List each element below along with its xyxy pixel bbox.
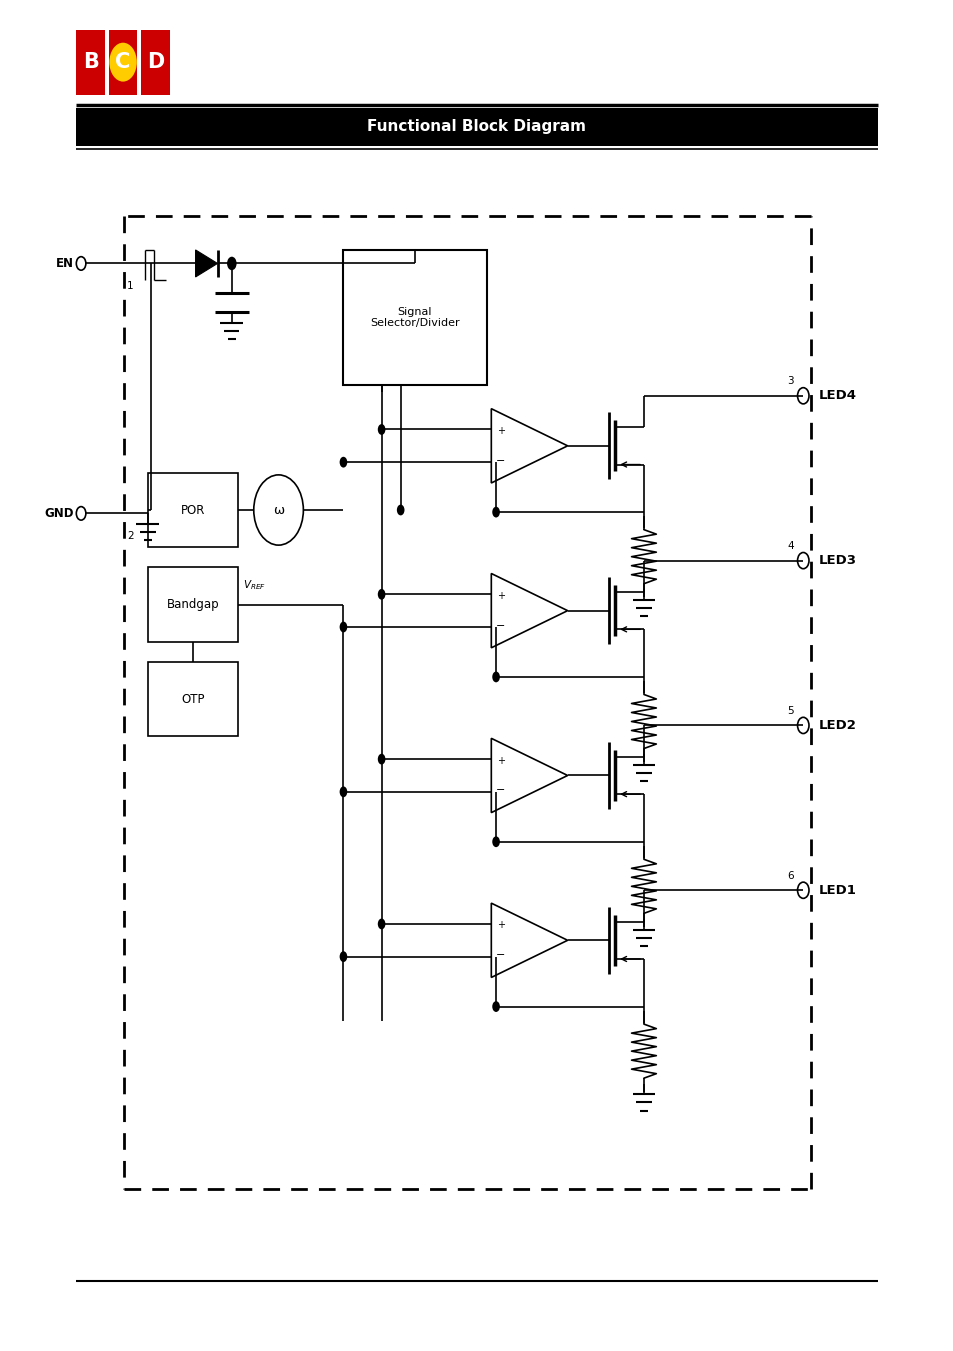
Text: POR: POR (181, 504, 205, 516)
Text: LED1: LED1 (818, 884, 856, 897)
Circle shape (339, 621, 347, 632)
Circle shape (377, 424, 385, 435)
Text: +: + (497, 590, 504, 601)
Text: +: + (497, 755, 504, 766)
Text: C: C (115, 53, 131, 72)
Text: Bandgap: Bandgap (167, 598, 219, 611)
Bar (141, 30, 170, 95)
Circle shape (377, 589, 385, 600)
Text: −: − (496, 950, 505, 961)
Circle shape (377, 754, 385, 765)
Polygon shape (491, 573, 567, 647)
Circle shape (253, 476, 303, 546)
Circle shape (492, 507, 499, 517)
Bar (148, 662, 238, 736)
Text: LED2: LED2 (818, 719, 856, 732)
Circle shape (377, 919, 385, 929)
Circle shape (76, 257, 86, 270)
Circle shape (76, 507, 86, 520)
Bar (148, 473, 238, 547)
Text: 3: 3 (786, 377, 793, 386)
Circle shape (492, 1001, 499, 1012)
Bar (76, 108, 877, 146)
Polygon shape (195, 250, 217, 277)
Bar (109, 30, 137, 95)
Text: +: + (497, 920, 504, 931)
Polygon shape (491, 902, 567, 978)
Circle shape (797, 553, 808, 569)
Circle shape (797, 388, 808, 404)
Text: −: − (496, 620, 505, 631)
Circle shape (227, 257, 236, 270)
Text: 1: 1 (127, 281, 133, 290)
Text: 4: 4 (786, 542, 793, 551)
Text: B: B (83, 53, 98, 72)
Text: Functional Block Diagram: Functional Block Diagram (367, 119, 586, 135)
Text: 6: 6 (786, 871, 793, 881)
Text: −: − (496, 785, 505, 796)
Bar (343, 250, 486, 385)
Text: −: − (496, 455, 505, 466)
Text: D: D (147, 53, 164, 72)
Text: Signal
Selector/Divider: Signal Selector/Divider (370, 307, 459, 328)
Circle shape (396, 505, 404, 516)
Circle shape (339, 457, 347, 467)
Circle shape (797, 882, 808, 898)
Text: OTP: OTP (181, 693, 205, 705)
Text: GND: GND (44, 507, 73, 520)
Text: 5: 5 (786, 707, 793, 716)
Text: LED4: LED4 (818, 389, 856, 403)
Text: $V_{REF}$: $V_{REF}$ (243, 578, 266, 592)
Bar (148, 567, 238, 642)
Polygon shape (491, 738, 567, 813)
Text: 2: 2 (127, 531, 133, 540)
Bar (76, 30, 105, 95)
Circle shape (797, 717, 808, 734)
Text: ω: ω (273, 504, 284, 516)
Circle shape (492, 671, 499, 682)
Circle shape (339, 951, 347, 962)
Circle shape (339, 786, 347, 797)
Circle shape (492, 836, 499, 847)
Text: +: + (497, 426, 504, 436)
Polygon shape (491, 408, 567, 484)
Text: EN: EN (55, 257, 73, 270)
Circle shape (110, 43, 136, 81)
Text: LED3: LED3 (818, 554, 856, 567)
